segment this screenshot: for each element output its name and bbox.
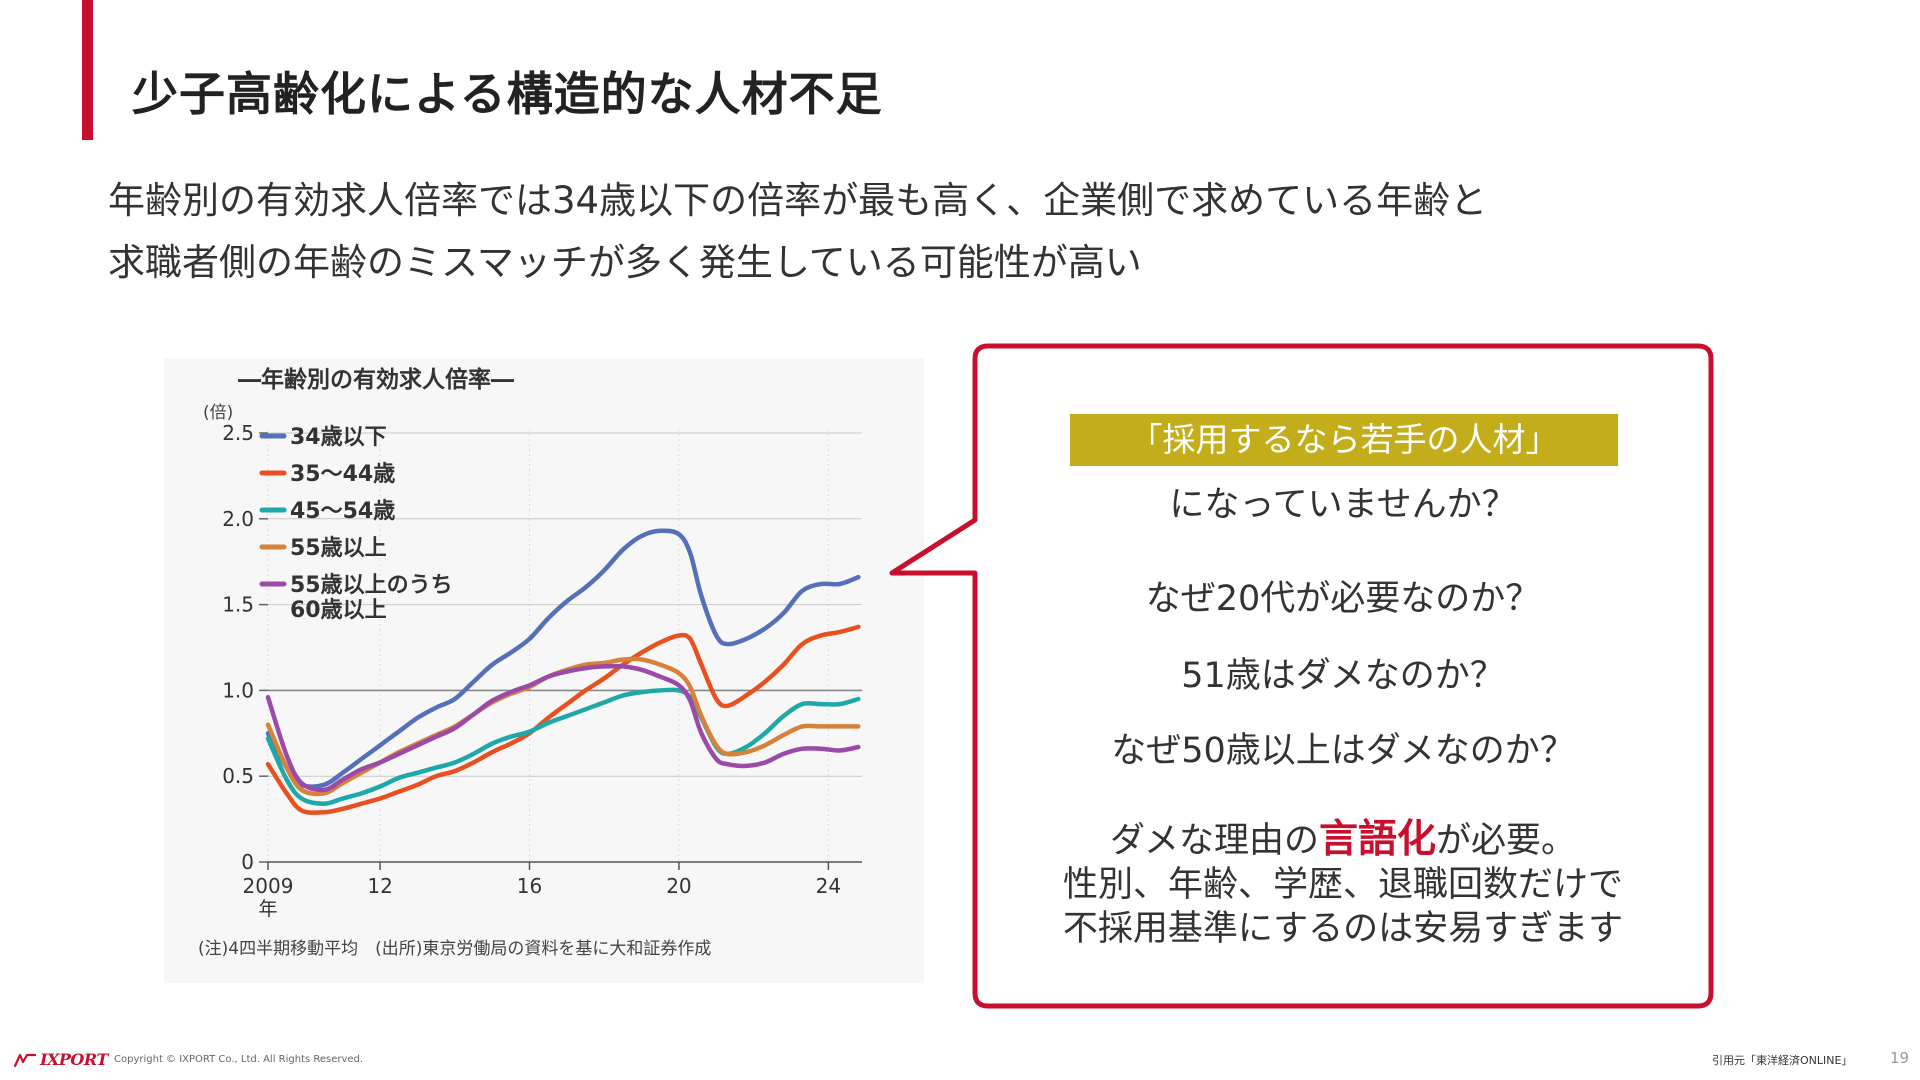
x-tick-label: 24: [816, 874, 841, 898]
legend-label: 34歳以下: [290, 425, 387, 450]
x-tick-sublabel: 年: [258, 898, 277, 920]
y-tick-label: 0: [241, 850, 254, 874]
legend-label: 55歳以上のうち: [290, 573, 453, 598]
callout-conclusion: ダメな理由の言語化が必要。 性別、年齢、学歴、退職回数だけで 不採用基準にするの…: [975, 818, 1711, 951]
legend-label: 45～54歳: [290, 499, 395, 524]
copyright: Copyright © IXPORT Co., Ltd. All Rights …: [114, 1054, 364, 1065]
chart-panel: [164, 358, 924, 983]
y-tick-label: 2.5: [222, 421, 254, 445]
x-tick-label: 2009: [243, 874, 294, 898]
lead-text: 年齢別の有効求人倍率では34歳以下の倍率が最も高く、企業側で求めている年齢と 求…: [108, 170, 1487, 294]
legend-label: 60歳以上: [290, 598, 387, 623]
legend-label: 55歳以上: [290, 536, 387, 561]
speech-bubble-outline: [889, 343, 1714, 1009]
conclusion-post: が必要。: [1435, 821, 1576, 861]
title-accent-bar: [82, 0, 93, 140]
logo-mark-icon: [14, 1053, 36, 1067]
company-logo: IXPORT: [14, 1050, 108, 1069]
y-tick-label: 1.0: [222, 678, 254, 702]
y-axis-unit: (倍): [203, 403, 234, 423]
conclusion-pre: ダメな理由の: [1110, 821, 1319, 861]
conclusion-line-2: 性別、年齢、学歴、退職回数だけで: [1062, 865, 1623, 905]
y-tick-label: 2.0: [222, 507, 254, 531]
callout-highlight-tag: 「採用するなら若手の人材」: [1070, 414, 1618, 466]
series-line-2: [265, 624, 861, 815]
x-tick-label: 12: [367, 874, 392, 898]
slide-title: 少子高齢化による構造的な人材不足: [132, 67, 883, 121]
callout-question-4: なぜ50歳以上はダメなのか？: [1111, 731, 1575, 771]
conclusion-line-1: ダメな理由の言語化が必要。: [975, 818, 1711, 863]
callout-question-2: なぜ20代が必要なのか？: [1145, 579, 1541, 619]
callout-question-3: 51歳はダメなのか？: [1181, 656, 1505, 696]
series-line-5: [265, 663, 861, 793]
lead-line-2: 求職者側の年齢のミスマッチが多く発生している可能性が高い: [108, 241, 1142, 284]
chart-title: ―年齢別の有効求人倍率―: [238, 367, 514, 393]
y-tick-label: 1.5: [222, 593, 254, 617]
chart-source-note: (注)4四半期移動平均 (出所)東京労働局の資料を基に大和証券作成: [198, 939, 712, 959]
callout-question-1: になっていませんか？: [1169, 485, 1517, 525]
source-citation: 引用元「東洋経済ONLINE」: [1712, 1054, 1853, 1067]
logo-text: IXPORT: [40, 1050, 108, 1069]
x-tick-label: 20: [666, 874, 691, 898]
x-tick-label: 16: [517, 874, 542, 898]
series-line-1: [265, 528, 861, 789]
legend-label: 35～44歳: [290, 462, 395, 487]
y-tick-label: 0.5: [222, 764, 254, 788]
series-line-3: [265, 687, 861, 806]
conclusion-line-3: 不採用基準にするのは安易すぎます: [1062, 909, 1624, 949]
conclusion-emphasis: 言語化: [1318, 817, 1436, 862]
lead-line-1: 年齢別の有効求人倍率では34歳以下の倍率が最も高く、企業側で求めている年齢と: [108, 179, 1488, 222]
page-number: 19: [1890, 1049, 1910, 1067]
